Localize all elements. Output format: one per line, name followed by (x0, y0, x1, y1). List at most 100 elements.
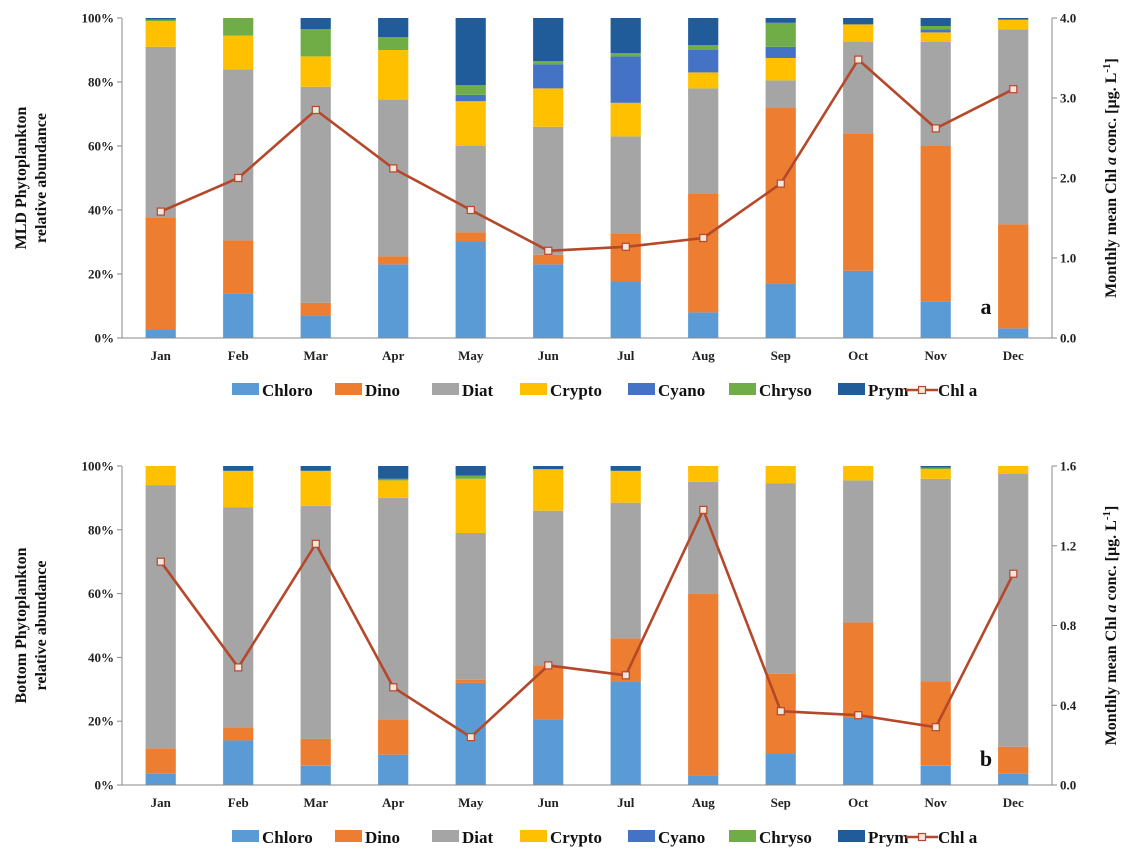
bar-diat-mar (300, 86, 331, 303)
bar-crypto-nov (920, 469, 951, 479)
bar-dino-nov (920, 146, 951, 302)
legend-label: Chloro (262, 828, 313, 847)
x-tick-label: Dec (1003, 795, 1024, 810)
legend-item-dino: Dino (335, 381, 400, 400)
y2-tick-label: 0.8 (1060, 618, 1077, 633)
bar-prym-jun (533, 466, 564, 470)
legend-swatch (729, 383, 756, 395)
bar-chloro-may (455, 242, 486, 338)
bar-crypto-may (455, 478, 486, 533)
bar-chloro-sep (765, 283, 796, 338)
y2-axis-label-part: conc. [µg. L (1103, 73, 1120, 157)
legend-swatch (520, 830, 547, 842)
bar-chloro-nov (920, 765, 951, 785)
chart-b: 0% 20% 40% 60% 80% 100% 0.0 0.4 0.8 1.2 1.6 Jan Feb M… (13, 459, 1120, 848)
x-tick-label: Jun (538, 795, 560, 810)
x-tick-label: Nov (925, 795, 948, 810)
x-tick-label: Feb (228, 348, 249, 363)
legend-swatch (432, 830, 459, 842)
legend-item-chryso: Chryso (729, 381, 812, 400)
bar-dino-jun (533, 254, 564, 265)
bar-chloro-dec (998, 328, 1029, 338)
bar-diat-sep (765, 80, 796, 108)
chl-a-point-dec (1009, 569, 1018, 578)
legend-label: Dino (365, 381, 400, 400)
chl-a-point-sep (776, 179, 785, 188)
chl-a-point-apr (389, 683, 398, 692)
x-tick-label: May (458, 795, 484, 810)
x-tick-label: Feb (228, 795, 249, 810)
bar-crypto-jun (533, 469, 564, 511)
bar-crypto-sep (765, 466, 796, 484)
y2-tick-label: 3.0 (1060, 91, 1076, 106)
bar-chryso-apr (378, 37, 409, 50)
y-tick-label: 40% (88, 650, 114, 665)
chl-a-point-jan (156, 207, 165, 216)
bar-prym-mar (300, 466, 331, 471)
bar-diat-aug (688, 88, 719, 194)
bar-chloro-jul (610, 681, 641, 785)
bar-dino-aug (688, 194, 719, 313)
legend-item-cyano: Cyano (628, 828, 705, 847)
legend-label: Diat (462, 381, 494, 400)
chl-a-point-jul (621, 671, 630, 680)
chl-a-point-mar (311, 539, 320, 548)
bar-crypto-apr (378, 50, 409, 100)
chl-a-point-jun (544, 246, 553, 255)
legend-label: Diat (462, 828, 494, 847)
chl-a-point-apr (389, 164, 398, 173)
x-tick-label: Oct (848, 348, 869, 363)
bar-diat-nov (920, 478, 951, 682)
bar-chloro-mar (300, 765, 331, 785)
legend-marker-swatch (917, 832, 927, 842)
bar-dino-apr (378, 256, 409, 265)
bar-dino-may (455, 679, 486, 683)
bar-crypto-oct (843, 24, 874, 42)
bar-diat-apr (378, 99, 409, 257)
x-tick-label: Jul (617, 348, 635, 363)
bar-cyano-aug (688, 50, 719, 73)
bar-chloro-jan (145, 330, 176, 338)
legend-label: Chl a (938, 381, 978, 400)
x-tick-label: Apr (382, 348, 405, 363)
bar-crypto-aug (688, 72, 719, 89)
legend-item-chloro: Chloro (232, 381, 313, 400)
bar-chryso-jun (533, 61, 564, 65)
bar-chloro-aug (688, 775, 719, 785)
bar-prym-jul (610, 466, 641, 471)
panel-label: b (980, 746, 992, 771)
bar-prym-jun (533, 18, 564, 62)
chl-a-point-aug (699, 505, 708, 514)
bar-prym-nov (920, 18, 951, 26)
bar-dino-oct (843, 622, 874, 718)
legend-swatch (432, 383, 459, 395)
chl-a-point-dec (1009, 85, 1018, 94)
legend-swatch (838, 830, 865, 842)
bar-crypto-aug (688, 466, 719, 482)
y2-axis-label-part: ] (1103, 506, 1120, 511)
y-tick-label: 60% (88, 139, 114, 154)
y2-axis-label-part: ] (1103, 58, 1120, 63)
x-tick-label: Jan (151, 348, 172, 363)
bar-prym-jul (610, 18, 641, 54)
bar-chloro-sep (765, 753, 796, 785)
x-tick-label: Mar (303, 795, 328, 810)
chl-a-point-jul (621, 242, 630, 251)
bar-prym-may (455, 18, 486, 86)
legend-swatch (520, 383, 547, 395)
bar-crypto-mar (300, 56, 331, 87)
y-tick-label: 40% (88, 203, 114, 218)
bar-prym-jan (145, 18, 176, 20)
x-tick-label: Oct (848, 795, 869, 810)
legend-swatch (232, 383, 259, 395)
y2-axis-label-part: a (1103, 157, 1120, 165)
legend-swatch (232, 830, 259, 842)
bar-prym-feb (223, 466, 254, 471)
bar-dino-feb (223, 727, 254, 741)
legend-item-chl-a: Chl a (906, 828, 978, 847)
chl-a-point-oct (854, 55, 863, 64)
bar-diat-feb (223, 507, 254, 728)
bar-prym-dec (998, 18, 1029, 20)
y-tick-label: 0% (95, 778, 115, 793)
chl-a-point-jan (156, 557, 165, 566)
